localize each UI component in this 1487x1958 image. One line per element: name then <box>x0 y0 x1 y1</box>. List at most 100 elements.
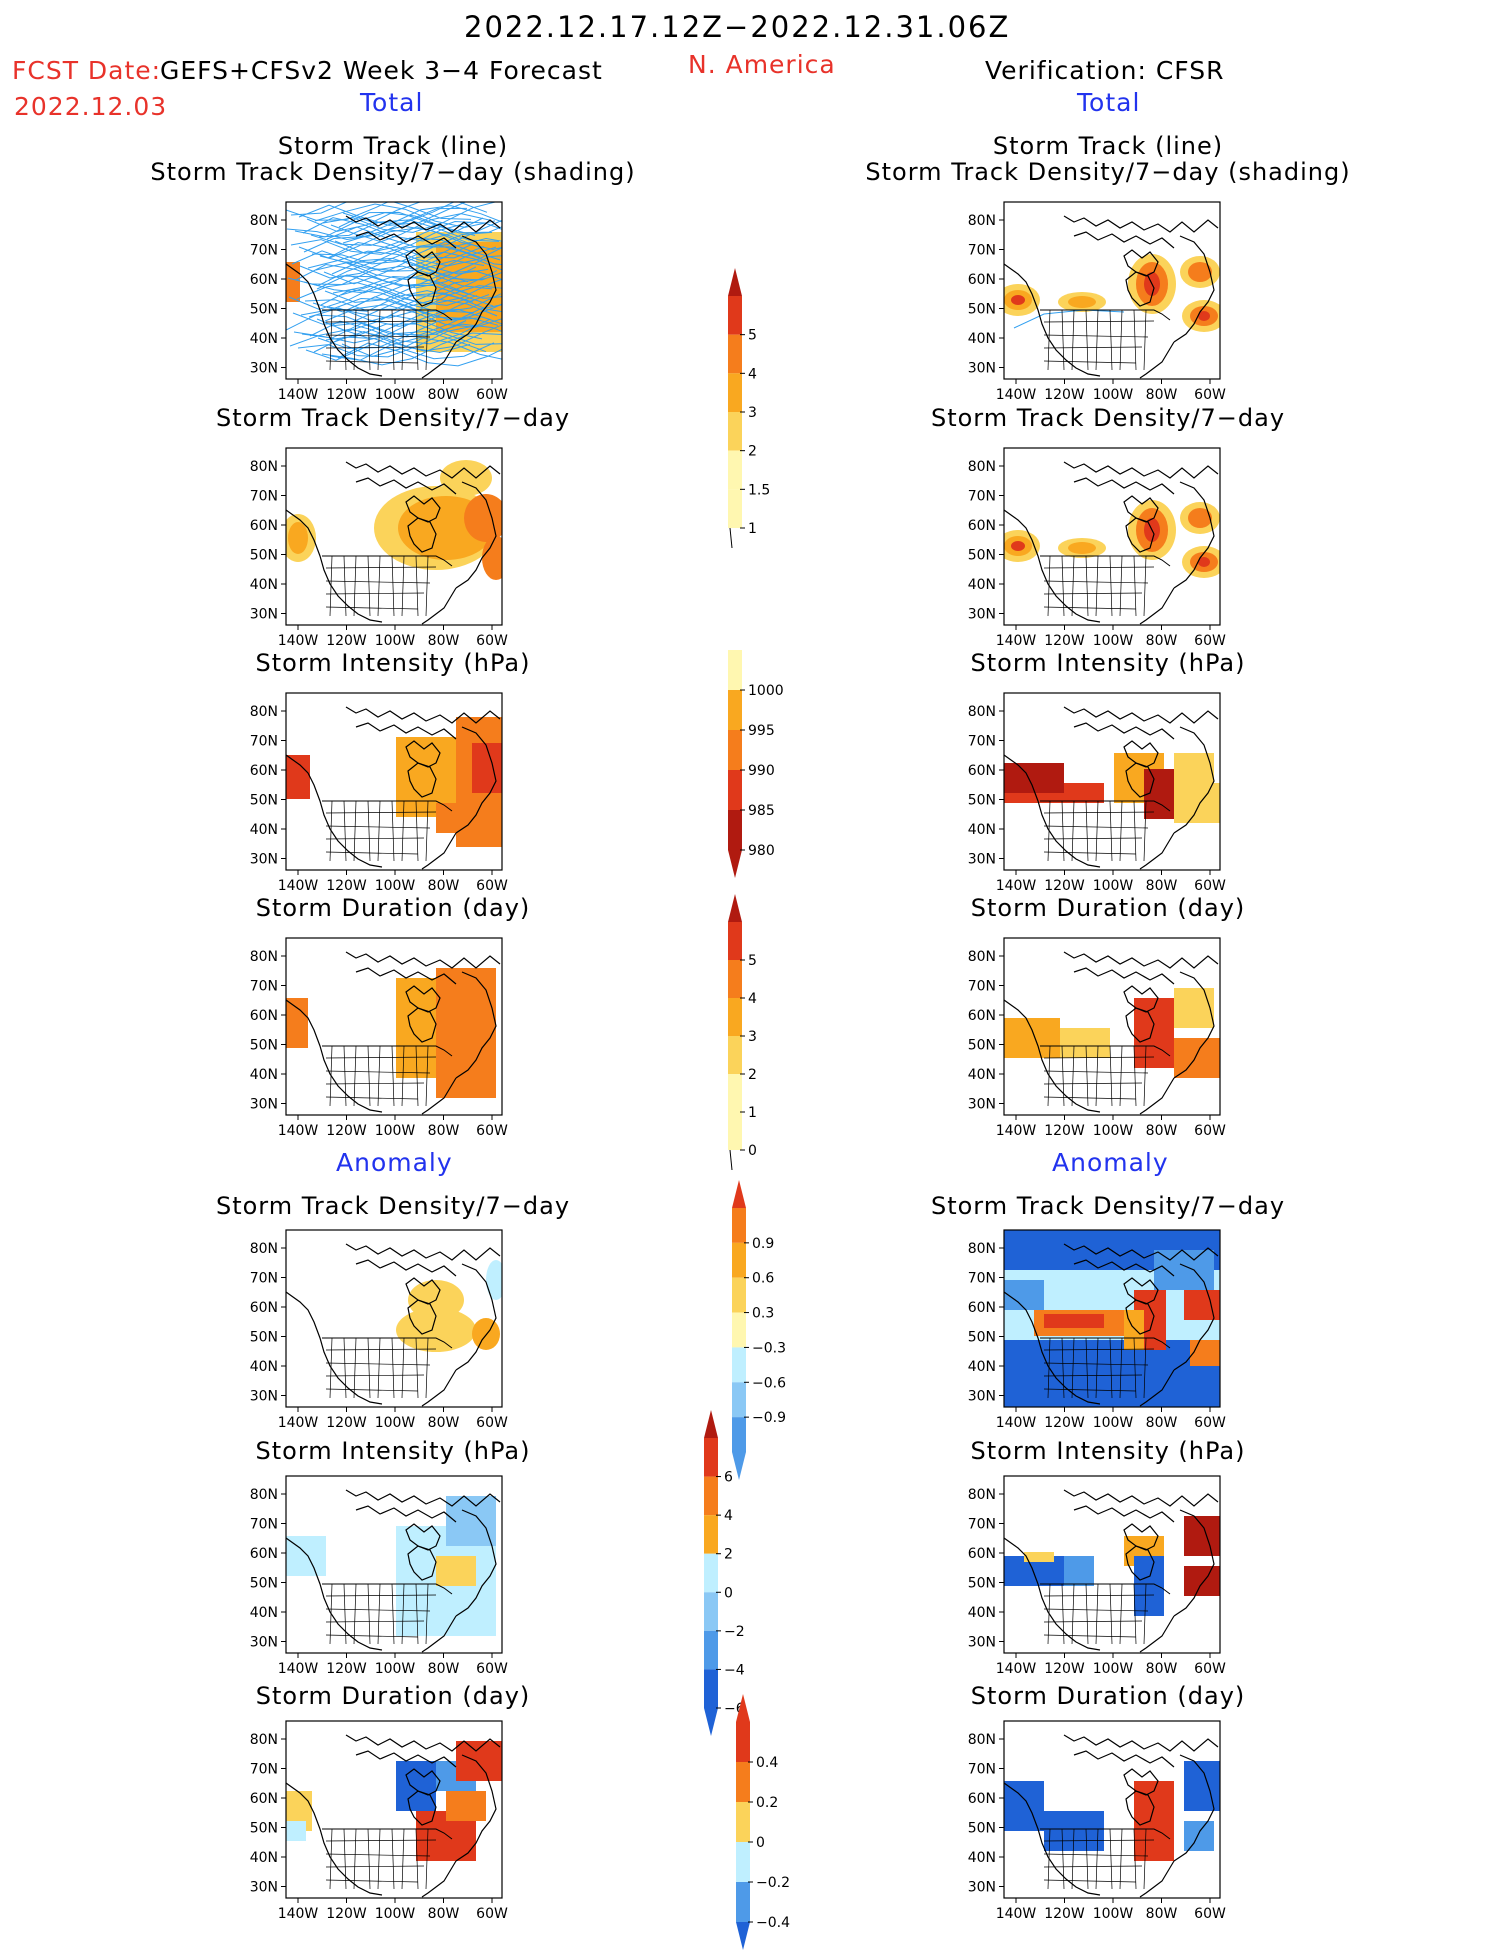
verification-label: Verification: CFSR <box>985 56 1225 85</box>
shade-cell <box>1060 1028 1110 1058</box>
colorbar-label: 0 <box>724 1585 733 1601</box>
map-density-anomaly-verification: 80N 70N 60N 50N 40N 30N 140W 120W 100W 80W 60W <box>954 1229 1230 1439</box>
map-intensity-anomaly-forecast: 80N 70N 60N 50N 40N 30N 140W 120W 100W 80W 60W <box>236 1475 512 1685</box>
colorbar-segment <box>732 1347 746 1383</box>
colorbar-label: −4 <box>724 1662 745 1678</box>
shade-cell <box>436 803 476 833</box>
colorbar-segment <box>728 1036 742 1074</box>
lon-tick-label: 80W <box>1146 633 1178 649</box>
lat-tick-label: 30N <box>968 1880 996 1896</box>
colorbar-segment <box>728 770 742 810</box>
lon-tick-label: 60W <box>476 1415 508 1431</box>
lon-tick-label: 80W <box>428 633 460 649</box>
shade-cell <box>1134 1781 1174 1861</box>
shade-blob <box>1011 295 1025 305</box>
lon-tick-label: 100W <box>375 1661 416 1677</box>
lat-tick-label: 80N <box>250 949 278 965</box>
shade-cell <box>286 998 308 1048</box>
colorbar-segment <box>704 1669 718 1708</box>
lon-tick-label: 60W <box>476 633 508 649</box>
lat-tick-label: 50N <box>968 1038 996 1054</box>
title-density-left: Storm Track Density/7−day <box>215 404 571 432</box>
lon-tick-label: 80W <box>428 1661 460 1677</box>
lon-tick-label: 60W <box>476 878 508 894</box>
lat-tick-label: 50N <box>968 1821 996 1837</box>
map-track-forecast: 80N 70N 60N 50N 40N 30N 140W 120W 100W 80W 60W <box>236 201 512 411</box>
lat-tick-label: 60N <box>250 1791 278 1807</box>
lat-tick-label: 70N <box>968 979 996 995</box>
title-density-anom-left: Storm Track Density/7−day <box>215 1192 571 1220</box>
lat-tick-label: 50N <box>968 302 996 318</box>
lat-tick-label: 30N <box>250 1097 278 1113</box>
lon-tick-label: 140W <box>278 1906 319 1922</box>
colorbar-segment <box>704 1476 718 1516</box>
lon-tick-label: 60W <box>476 387 508 403</box>
lon-tick-label: 80W <box>1146 878 1178 894</box>
colorbar-label: −0.4 <box>756 1915 790 1931</box>
shade-cell <box>1134 1556 1164 1616</box>
map-density-forecast: 80N 70N 60N 50N 40N 30N 140W 120W 100W 80W 60W <box>236 447 512 657</box>
shade-blob <box>482 536 502 580</box>
lat-tick-label: 40N <box>250 1359 278 1375</box>
lon-tick-label: 140W <box>996 878 1037 894</box>
colorbar-segment <box>732 1417 746 1452</box>
lat-tick-label: 50N <box>250 793 278 809</box>
colorbar-segment <box>704 1515 718 1554</box>
map-intensity-forecast: 80N 70N 60N 50N 40N 30N 140W 120W 100W 80W 60W <box>236 692 512 902</box>
lat-tick-label: 50N <box>250 548 278 564</box>
title-density-anom-right: Storm Track Density/7−day <box>930 1192 1286 1220</box>
colorbar-intensity-total: 1000 995 990 985 980 <box>720 650 800 914</box>
anomaly-label-right: Anomaly <box>1052 1148 1169 1177</box>
map-track-verification: 80N 70N 60N 50N 40N 30N 140W 120W 100W 80W 60W <box>954 201 1230 411</box>
shade-cell <box>1004 1280 1044 1310</box>
lat-tick-label: 80N <box>250 1487 278 1503</box>
total-label-right: Total <box>1077 88 1141 117</box>
colorbar-label: 2 <box>748 1067 757 1083</box>
title-intensity-anom-right: Storm Intensity (hPa) <box>970 1437 1246 1465</box>
lat-tick-label: 40N <box>250 577 278 593</box>
lat-tick-label: 50N <box>968 793 996 809</box>
colorbar-label: 2 <box>724 1547 733 1563</box>
shade-blob <box>1198 557 1210 567</box>
shade-blob <box>1198 311 1210 321</box>
lat-tick-label: 40N <box>250 822 278 838</box>
lat-tick-label: 30N <box>250 361 278 377</box>
shade-blob <box>1011 541 1025 551</box>
lat-tick-label: 80N <box>250 459 278 475</box>
lat-tick-label: 60N <box>968 1008 996 1024</box>
shade-blob <box>1068 296 1096 308</box>
colorbar-label: 6 <box>724 1470 733 1486</box>
lat-tick-label: 40N <box>250 1850 278 1866</box>
lat-tick-label: 40N <box>250 1067 278 1083</box>
lat-tick-label: 70N <box>968 1517 996 1533</box>
lon-tick-label: 120W <box>1044 878 1085 894</box>
shade-cell <box>1004 1781 1044 1831</box>
lat-tick-label: 60N <box>968 1300 996 1316</box>
lon-tick-label: 80W <box>428 1906 460 1922</box>
shade-cell <box>1184 1761 1220 1811</box>
shade-cell <box>446 1791 486 1821</box>
colorbar-segment <box>732 1208 746 1243</box>
lon-tick-label: 140W <box>278 878 319 894</box>
lon-tick-label: 120W <box>326 1415 367 1431</box>
lat-tick-label: 70N <box>250 1271 278 1287</box>
lon-tick-label: 100W <box>1093 633 1134 649</box>
shade-cell <box>1064 1556 1094 1586</box>
title-track-line-left: Storm Track (line) <box>277 132 509 160</box>
lat-tick-label: 60N <box>968 272 996 288</box>
lat-tick-label: 80N <box>968 213 996 229</box>
colorbar-label: −0.6 <box>752 1375 786 1391</box>
lat-tick-label: 30N <box>250 852 278 868</box>
lat-tick-label: 40N <box>968 1067 996 1083</box>
lat-tick-label: 30N <box>250 607 278 623</box>
region-label: N. America <box>688 50 836 79</box>
lat-tick-label: 60N <box>250 1008 278 1024</box>
shade-cell <box>1024 1552 1054 1562</box>
title-intensity-right: Storm Intensity (hPa) <box>970 649 1246 677</box>
lat-tick-label: 60N <box>250 1300 278 1316</box>
lat-tick-label: 60N <box>250 1546 278 1562</box>
title-duration-right: Storm Duration (day) <box>970 894 1246 922</box>
shade-cell <box>1004 763 1064 793</box>
map-density-verification: 80N 70N 60N 50N 40N 30N 140W 120W 100W 80W 60W <box>954 447 1230 657</box>
lon-tick-label: 120W <box>326 1123 367 1139</box>
